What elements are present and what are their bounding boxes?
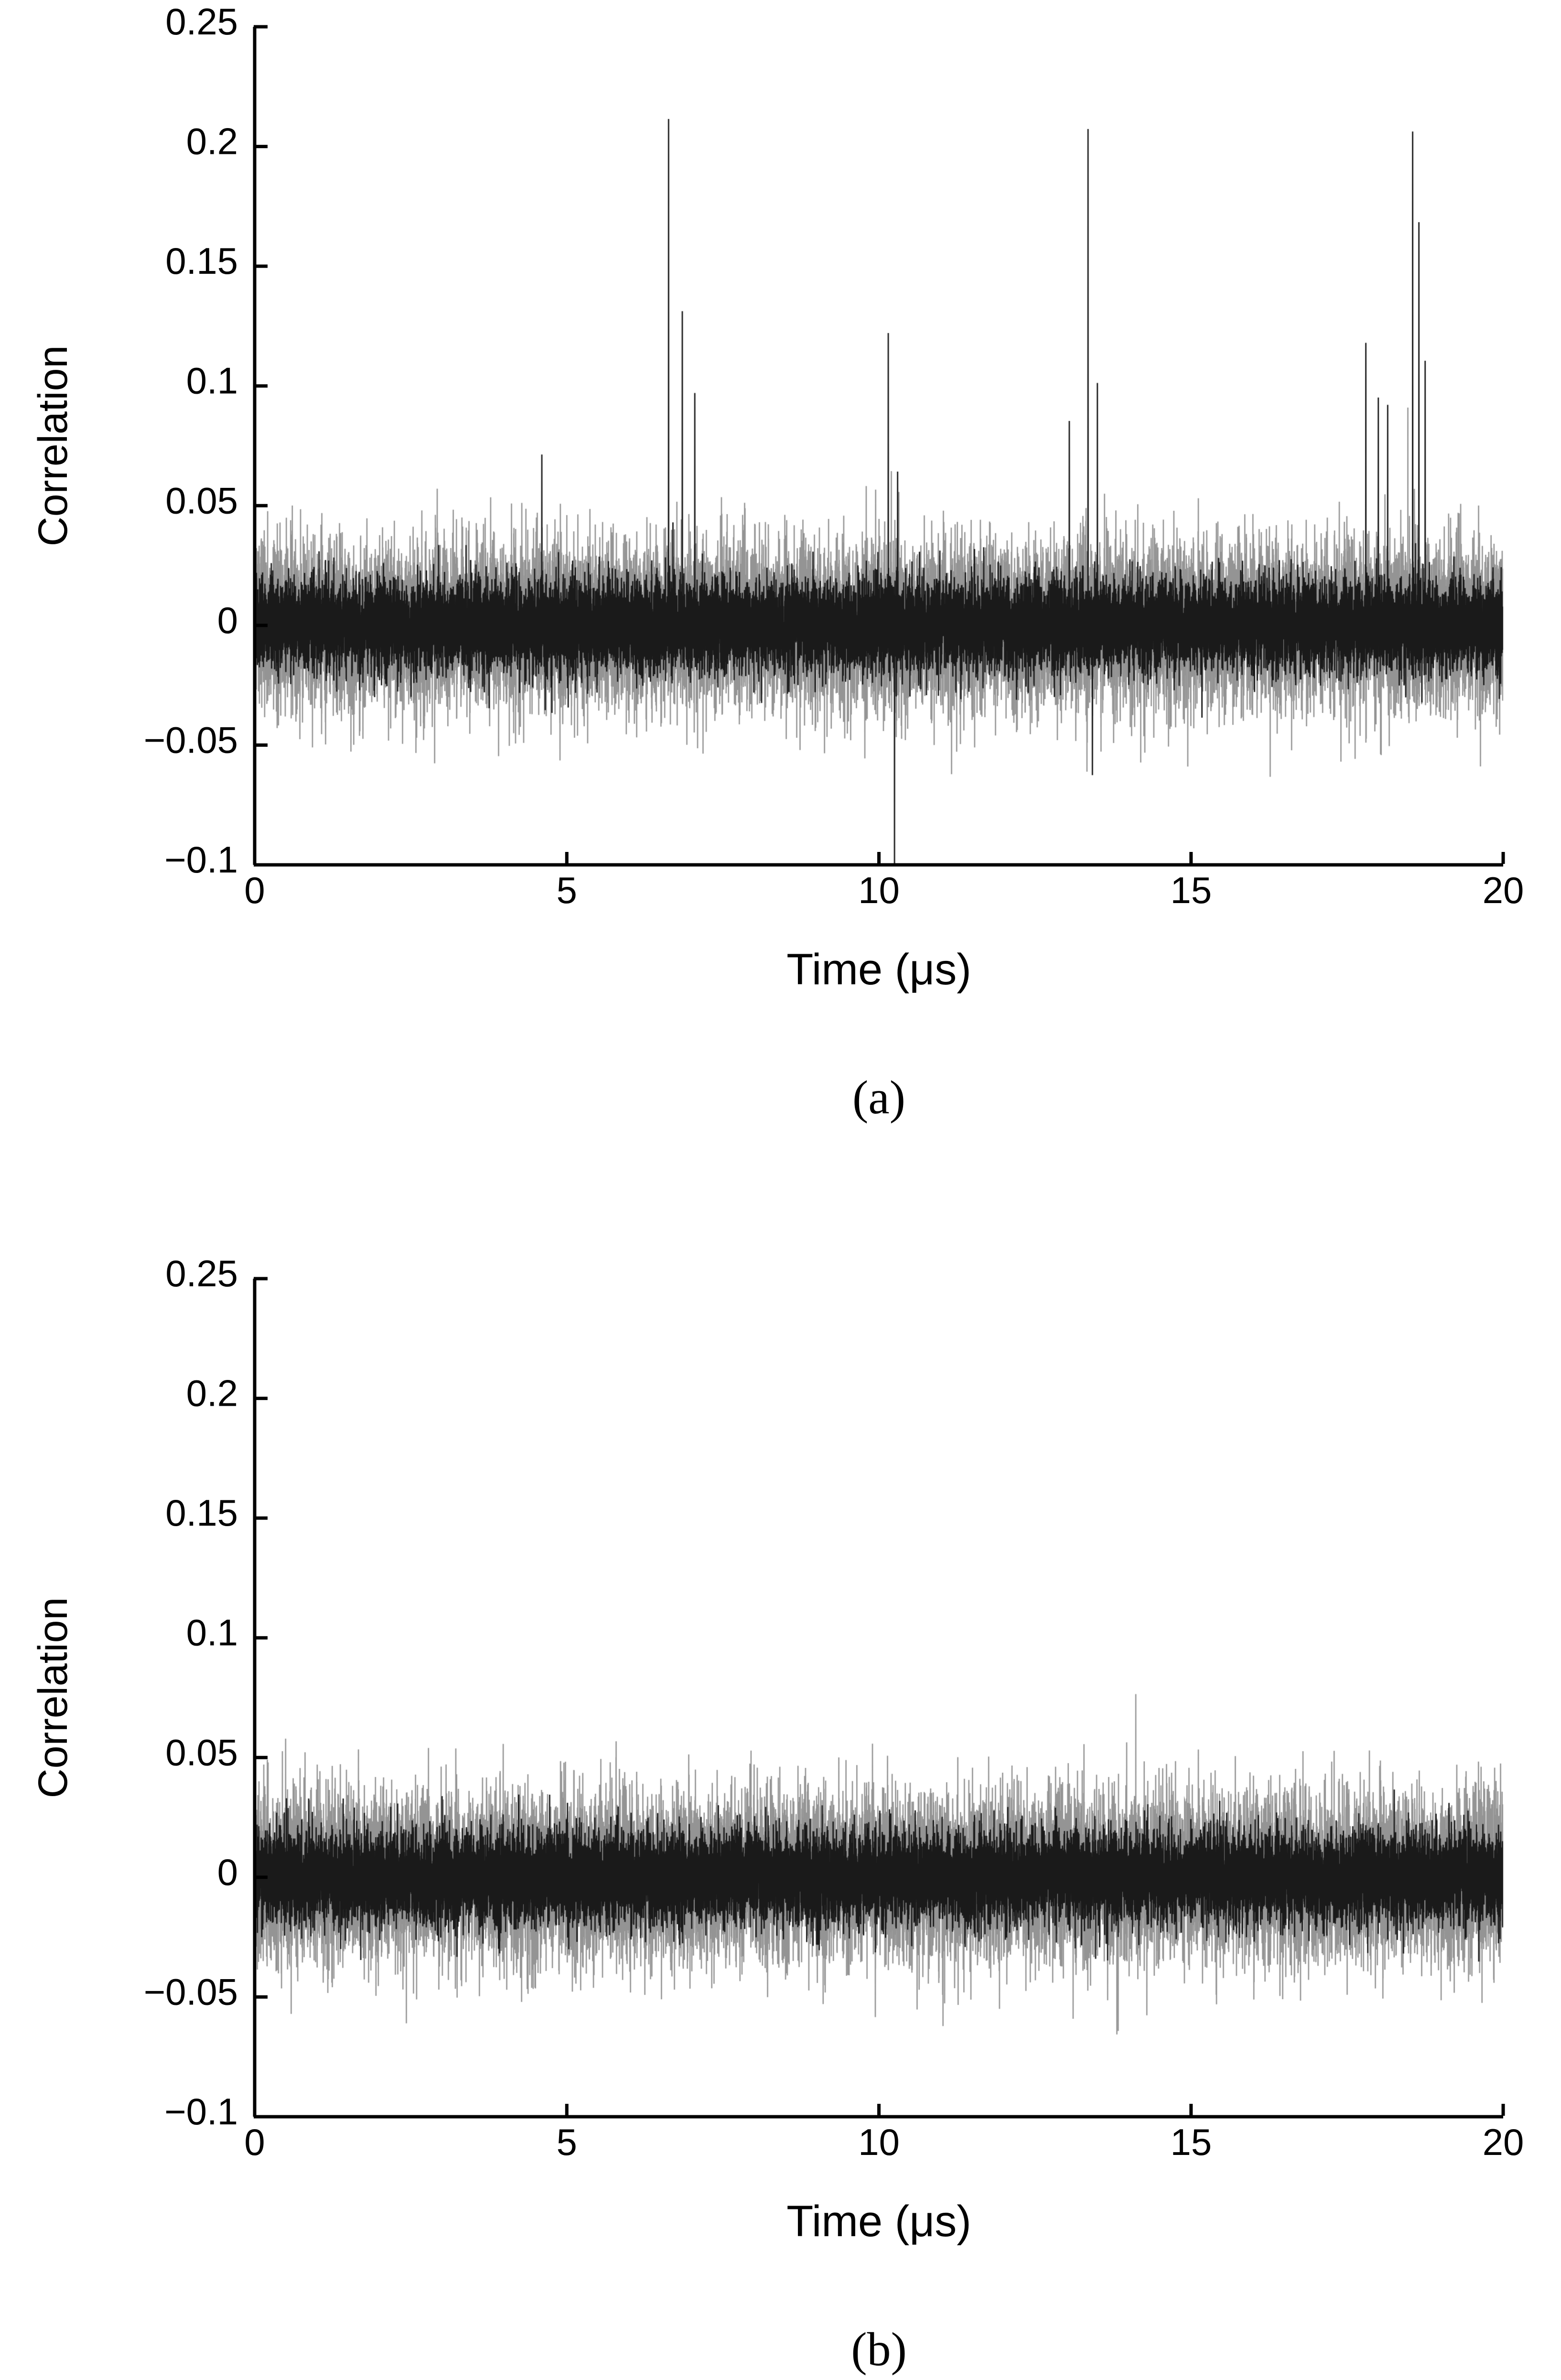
svg-text:20: 20 bbox=[1483, 869, 1524, 911]
svg-text:0.1: 0.1 bbox=[186, 1612, 238, 1654]
svg-text:5: 5 bbox=[557, 2121, 577, 2163]
svg-text:15: 15 bbox=[1170, 869, 1212, 911]
svg-text:0.05: 0.05 bbox=[165, 479, 238, 521]
svg-text:−0.1: −0.1 bbox=[164, 2090, 238, 2132]
svg-text:(a): (a) bbox=[852, 1071, 905, 1124]
svg-text:0.25: 0.25 bbox=[165, 1252, 238, 1294]
svg-text:0: 0 bbox=[244, 869, 265, 911]
svg-text:0: 0 bbox=[217, 1851, 238, 1893]
svg-text:0.25: 0.25 bbox=[165, 0, 238, 43]
svg-text:Correlation: Correlation bbox=[30, 345, 76, 547]
svg-text:10: 10 bbox=[858, 2121, 900, 2163]
svg-text:−0.05: −0.05 bbox=[144, 719, 238, 761]
svg-text:0.2: 0.2 bbox=[186, 120, 238, 162]
svg-text:−0.05: −0.05 bbox=[144, 1971, 238, 2013]
svg-text:0.05: 0.05 bbox=[165, 1731, 238, 1773]
svg-text:−0.1: −0.1 bbox=[164, 839, 238, 881]
svg-text:Time (μs): Time (μs) bbox=[786, 945, 971, 994]
svg-text:0.15: 0.15 bbox=[165, 1492, 238, 1534]
svg-text:0: 0 bbox=[217, 599, 238, 641]
svg-text:15: 15 bbox=[1170, 2121, 1212, 2163]
svg-text:20: 20 bbox=[1483, 2121, 1524, 2163]
svg-text:Correlation: Correlation bbox=[30, 1597, 76, 1798]
svg-text:5: 5 bbox=[557, 869, 577, 911]
svg-text:Time (μs): Time (μs) bbox=[786, 2197, 971, 2246]
svg-text:0.1: 0.1 bbox=[186, 360, 238, 402]
svg-text:0.2: 0.2 bbox=[186, 1372, 238, 1414]
svg-text:10: 10 bbox=[858, 869, 900, 911]
svg-text:0.15: 0.15 bbox=[165, 240, 238, 282]
svg-text:(b): (b) bbox=[851, 2323, 907, 2376]
svg-text:0: 0 bbox=[244, 2121, 265, 2163]
